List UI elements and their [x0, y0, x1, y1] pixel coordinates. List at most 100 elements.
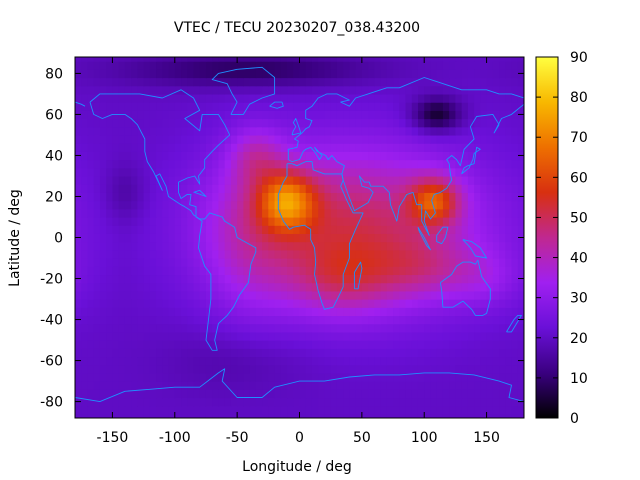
heatmap-cell [106, 69, 114, 79]
heatmap-cell [324, 216, 332, 226]
heatmap-cell [336, 102, 344, 111]
heatmap-cell [455, 364, 463, 374]
heatmap-cell [131, 389, 138, 399]
heatmap-cell [343, 381, 350, 390]
heatmap-cell [243, 61, 251, 70]
heatmap-cell [287, 307, 294, 317]
heatmap-cell [293, 413, 301, 418]
heatmap-cell [81, 364, 89, 374]
heatmap-cell [162, 241, 170, 251]
heatmap-cell [393, 413, 400, 418]
heatmap-cell [99, 61, 107, 70]
heatmap-cell [374, 266, 382, 276]
heatmap-cell [330, 134, 338, 144]
heatmap-cell [442, 61, 450, 70]
heatmap-cell [349, 69, 357, 79]
heatmap-cell [156, 126, 163, 136]
heatmap-cell [287, 299, 294, 308]
heatmap-cell [237, 192, 244, 202]
heatmap-cell [274, 167, 282, 177]
heatmap-cell [106, 118, 114, 128]
heatmap-cell [349, 307, 357, 317]
heatmap-cell [193, 348, 201, 358]
heatmap-cell [224, 258, 232, 267]
heatmap-cell [511, 315, 519, 325]
heatmap-cell [199, 356, 207, 366]
heatmap-cell [243, 348, 251, 358]
heatmap-cell [386, 77, 394, 87]
heatmap-cell [99, 299, 107, 308]
heatmap-cell [399, 216, 407, 226]
heatmap-cell [330, 200, 338, 210]
heatmap-cell [181, 126, 188, 136]
heatmap-cell [174, 258, 182, 267]
heatmap-cell [374, 299, 382, 308]
heatmap-cell [137, 167, 145, 177]
heatmap-cell [149, 61, 157, 70]
heatmap-cell [461, 93, 469, 103]
heatmap-cell [262, 274, 269, 284]
heatmap-cell [336, 274, 344, 284]
heatmap-cell [411, 323, 419, 333]
heatmap-cell [193, 241, 201, 251]
heatmap-cell [517, 118, 524, 128]
heatmap-cell [318, 258, 326, 267]
heatmap-cell [168, 167, 176, 177]
heatmap-cell [162, 134, 170, 144]
heatmap-cell [299, 381, 307, 390]
heatmap-cell [87, 216, 95, 226]
heatmap-cell [212, 364, 220, 374]
heatmap-cell [343, 151, 350, 161]
colorbar-tick-label: 50 [570, 210, 588, 226]
heatmap-cell [287, 331, 294, 341]
heatmap-cell [87, 225, 95, 234]
heatmap-cell [324, 77, 332, 87]
heatmap-cell [255, 290, 263, 300]
heatmap-cell [181, 307, 188, 317]
heatmap-cell [417, 175, 425, 185]
heatmap-cell [137, 307, 145, 317]
heatmap-cell [461, 61, 469, 70]
heatmap-cell [424, 126, 432, 136]
heatmap-cell [149, 266, 157, 276]
heatmap-cell [199, 340, 207, 349]
heatmap-cell [143, 134, 151, 144]
heatmap-cell [405, 225, 413, 234]
heatmap-cell [168, 200, 176, 210]
heatmap-cell [436, 290, 444, 300]
heatmap-cell [205, 331, 213, 341]
heatmap-cell [417, 134, 425, 144]
heatmap-cell [393, 233, 400, 243]
heatmap-cell [162, 159, 170, 169]
heatmap-cell [149, 225, 157, 234]
heatmap-cell [118, 307, 126, 317]
heatmap-cell [181, 331, 188, 341]
heatmap-cell [255, 307, 263, 317]
heatmap-cell [237, 331, 244, 341]
heatmap-cell [368, 159, 375, 169]
heatmap-cell [193, 266, 201, 276]
heatmap-cell [118, 126, 126, 136]
heatmap-cell [187, 397, 195, 407]
heatmap-cell [393, 290, 400, 300]
heatmap-cell [112, 348, 120, 358]
heatmap-cell [149, 282, 157, 292]
heatmap-cell [455, 307, 463, 317]
heatmap-cell [380, 282, 388, 292]
heatmap-cell [237, 405, 244, 415]
heatmap-cell [436, 249, 444, 259]
heatmap-cell [330, 356, 338, 366]
heatmap-cell [106, 241, 114, 251]
heatmap-cell [205, 381, 213, 390]
heatmap-cell [149, 258, 157, 267]
heatmap-cell [324, 299, 332, 308]
heatmap-cell [118, 241, 126, 251]
heatmap-cell [467, 266, 475, 276]
heatmap-cell [343, 340, 350, 349]
heatmap-cell [374, 356, 382, 366]
heatmap-cell [143, 405, 151, 415]
heatmap-cell [112, 241, 120, 251]
heatmap-cell [212, 57, 220, 62]
heatmap-cell [330, 192, 338, 202]
heatmap-cell [187, 143, 195, 152]
